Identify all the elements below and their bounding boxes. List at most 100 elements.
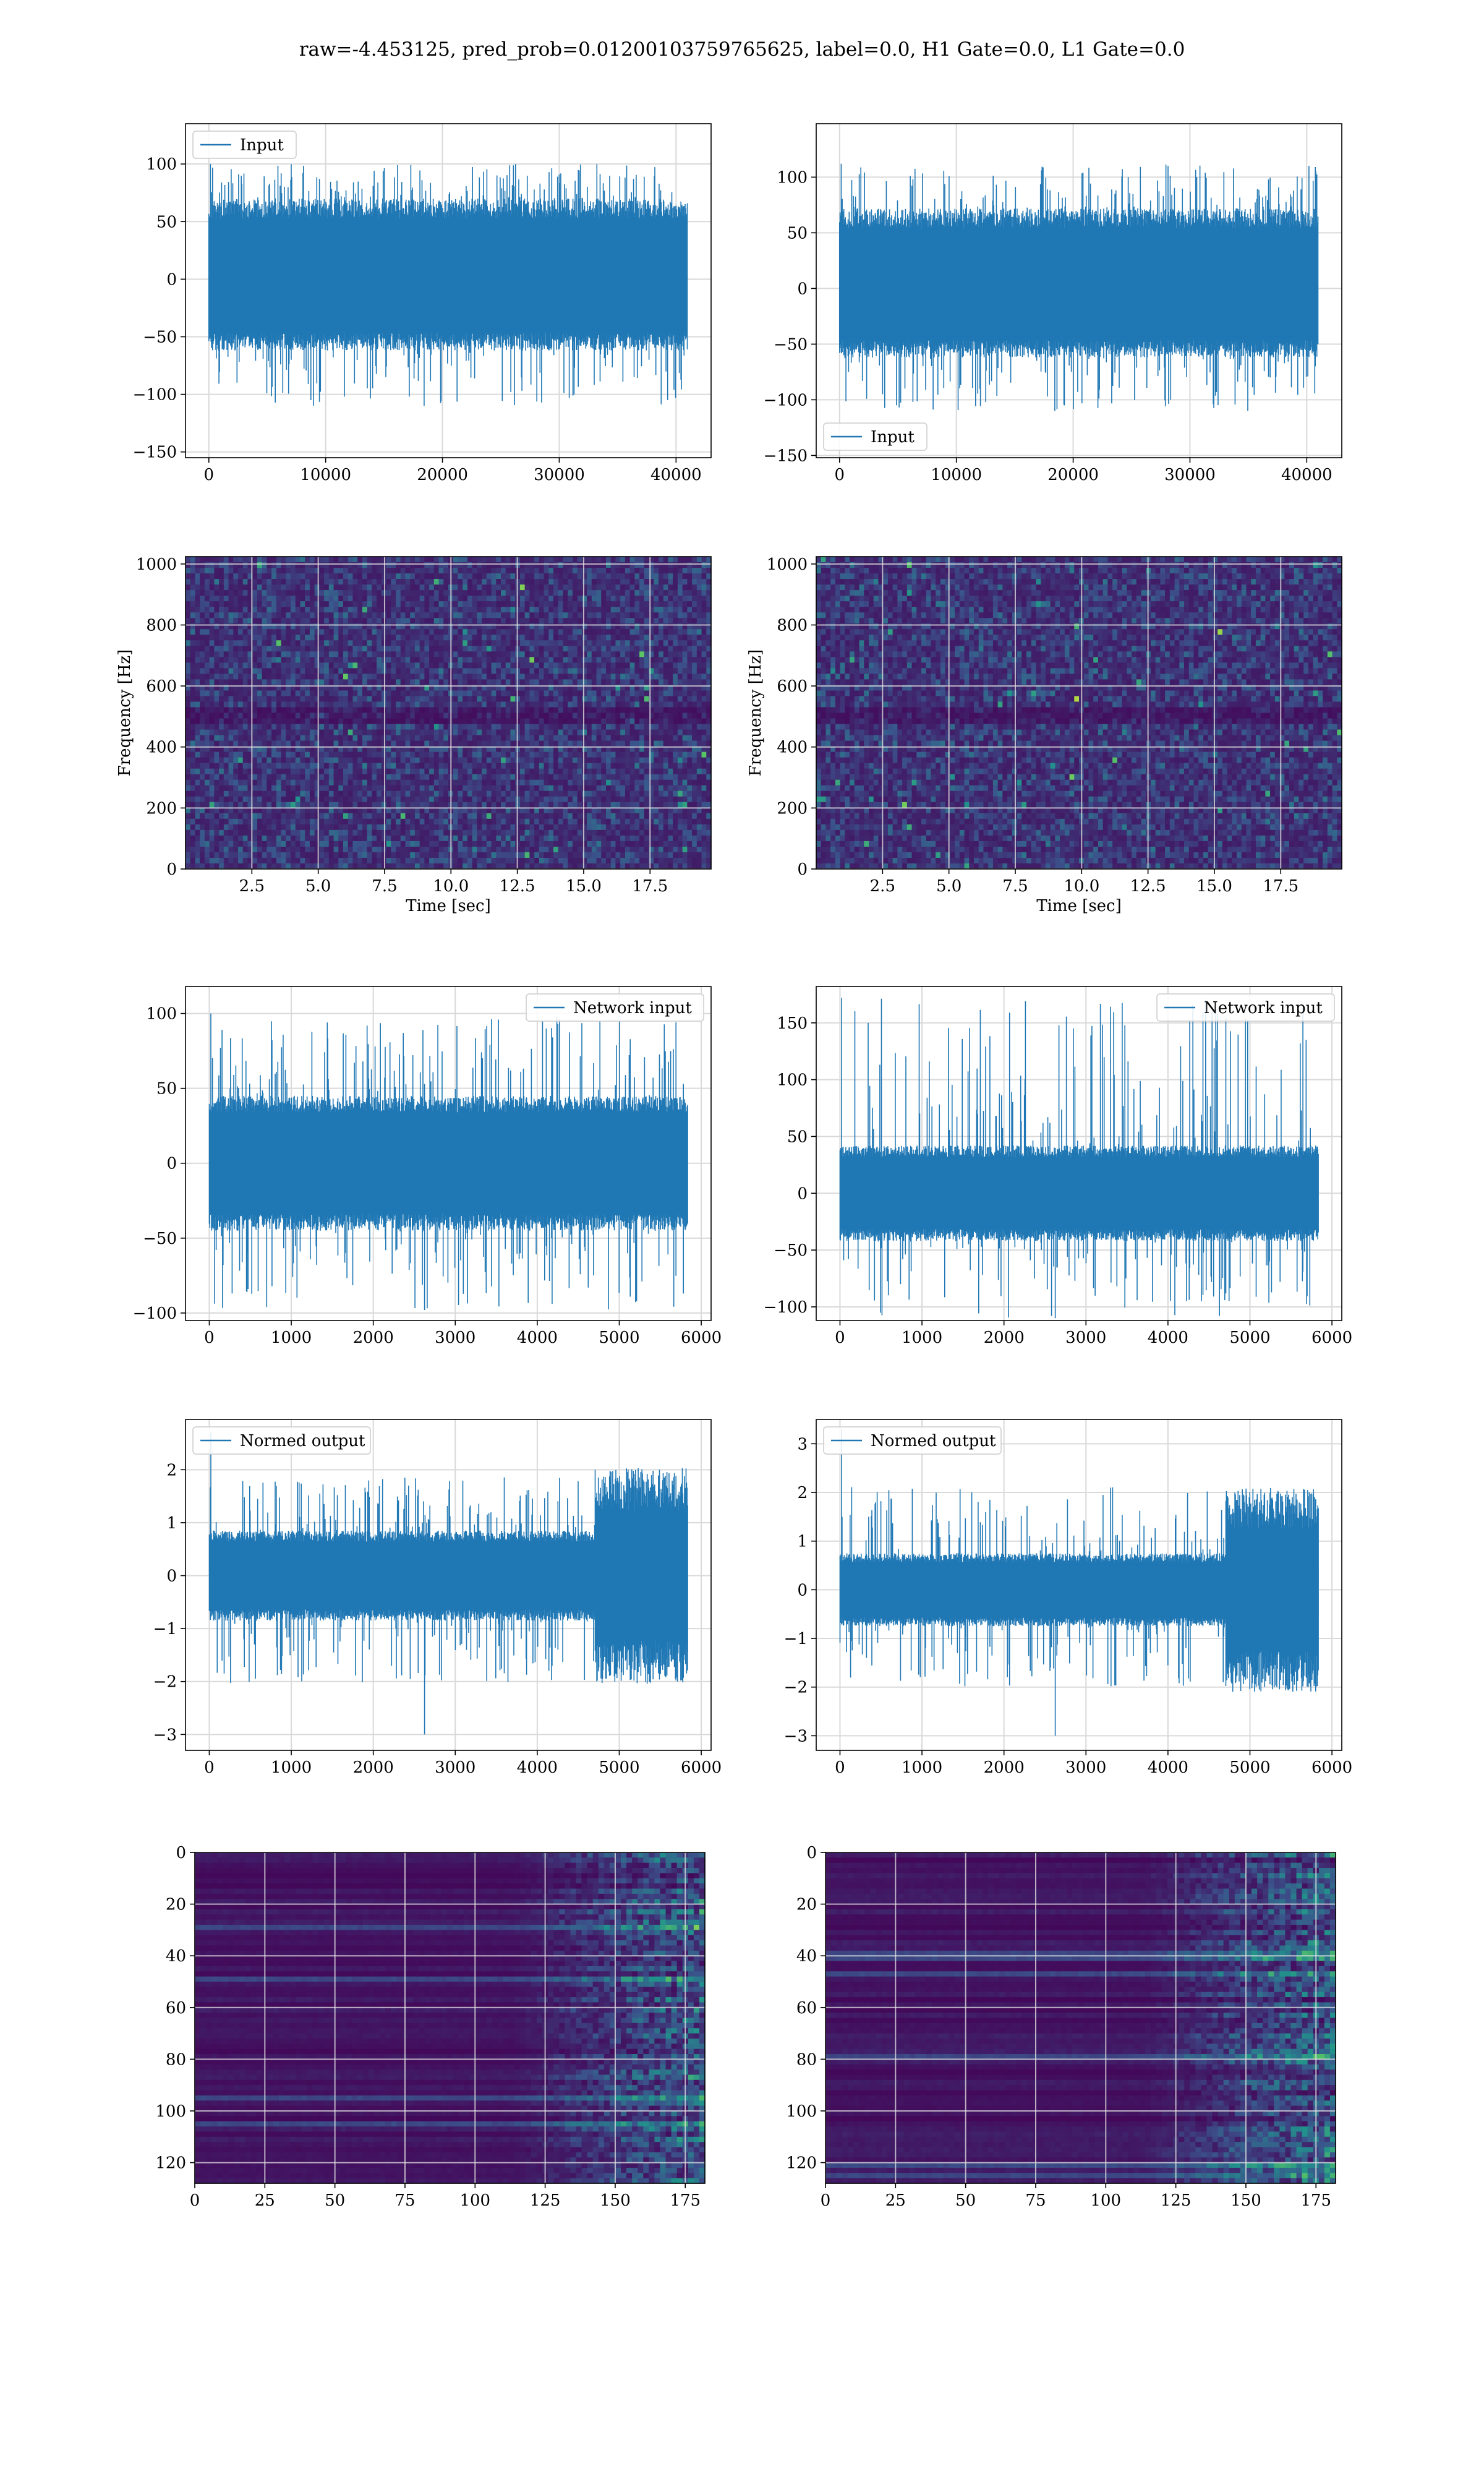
- axes-frame: [185, 1419, 712, 1751]
- series-core: [209, 1116, 688, 1211]
- y-tick-label: −3: [153, 1726, 177, 1744]
- x-tick-label: 3000: [1065, 1758, 1106, 1777]
- feature-map-h1-chart: 0 25 50 75 100 125 150 175 0 20 40 60 80 100 120: [155, 1844, 706, 2210]
- x-tick-label: 0: [204, 1758, 215, 1777]
- y-axis-label: Frequency [Hz]: [116, 649, 134, 777]
- x-tick-label: 6000: [681, 1329, 722, 1347]
- y-tick-label: 0: [797, 280, 808, 298]
- feature-map-l1-chart: 0 25 50 75 100 125 150 175 0 20 40 60 80 100 120: [786, 1844, 1336, 2210]
- x-tick-label: 12.5: [1130, 877, 1166, 896]
- x-tick-label: 10000: [931, 466, 982, 484]
- y-tick-label: 100: [155, 2102, 186, 2121]
- y-tick-label: −3: [784, 1727, 808, 1745]
- legend-label: Normed output: [871, 1432, 996, 1450]
- x-tick-label: 100: [459, 2191, 490, 2210]
- y-tick-label: 1000: [136, 555, 177, 574]
- y-axis-label: Frequency [Hz]: [746, 649, 765, 777]
- x-tick-label: 2000: [984, 1758, 1025, 1777]
- x-tick-label: 6000: [681, 1758, 722, 1777]
- y-tick-label: −150: [764, 447, 808, 465]
- heatmap-cells: [195, 1852, 706, 2184]
- legend: Network input: [1156, 993, 1335, 1022]
- legend-label: Network input: [1204, 999, 1323, 1017]
- x-tick-label: 100: [1090, 2191, 1121, 2210]
- x-tick-label: 4000: [517, 1329, 558, 1347]
- legend: Input: [823, 422, 927, 451]
- x-tick-label: 0: [835, 1758, 845, 1777]
- y-tick-label: −2: [784, 1679, 808, 1697]
- legend-label: Input: [240, 136, 284, 155]
- axes-frame: [816, 1419, 1342, 1751]
- plot-area: Input 0 10000 20000 30000 40000 −150 −100 −50 0 50…: [133, 123, 712, 484]
- x-tick-label: 1000: [271, 1329, 312, 1347]
- x-tick-label: 0: [204, 1329, 215, 1347]
- x-tick-label: 5000: [599, 1758, 639, 1777]
- plot-area: 2.5 5.0 7.5 10.0 12.5 15.0 17.5 0 200 400 600 800 10…: [746, 555, 1342, 915]
- x-tick-label: 10.0: [1064, 877, 1099, 896]
- series-core: [209, 1544, 688, 1607]
- axes-frame: [816, 123, 1342, 458]
- y-tick-label: −50: [774, 335, 808, 354]
- legend: Normed output: [192, 1426, 371, 1455]
- legend: Normed output: [823, 1426, 1002, 1455]
- x-tick-label: 5.0: [936, 877, 962, 896]
- legend-box: [823, 422, 927, 451]
- y-tick-label: 200: [146, 799, 177, 818]
- y-tick-label: 60: [796, 1999, 817, 2018]
- spectrogram-l1-chart: 2.5 5.0 7.5 10.0 12.5 15.0 17.5 0 200 400 600 800 10…: [746, 555, 1342, 915]
- legend-box: [192, 131, 297, 159]
- y-tick-label: 0: [166, 860, 177, 879]
- y-tick-label: −100: [133, 1304, 177, 1323]
- legend-box: [526, 993, 704, 1022]
- x-tick-label: 2000: [353, 1758, 394, 1777]
- y-tick-label: 120: [155, 2154, 186, 2173]
- y-tick-label: 1: [797, 1533, 808, 1551]
- y-tick-label: 20: [166, 1896, 186, 1914]
- x-tick-label: 25: [885, 2191, 906, 2210]
- y-tick-label: 0: [166, 1567, 177, 1586]
- y-tick-label: 0: [806, 1844, 817, 1862]
- x-tick-label: 12.5: [500, 877, 535, 896]
- x-tick-label: 10.0: [433, 877, 469, 896]
- x-tick-label: 75: [1025, 2191, 1046, 2210]
- y-tick-label: 100: [146, 155, 177, 174]
- x-tick-label: 2.5: [239, 877, 265, 896]
- x-tick-label: 5.0: [305, 877, 331, 896]
- heatmap-cells: [816, 557, 1342, 870]
- x-tick-label: 0: [835, 1329, 845, 1347]
- y-tick-label: 600: [777, 677, 808, 696]
- normed-output-h1-chart: Normed output 0 1000 2000 3000 4000 5000 6000 −3…: [153, 1419, 722, 1777]
- legend-box: [823, 1426, 1002, 1455]
- x-tick-label: 0: [204, 466, 215, 484]
- y-tick-label: 800: [146, 616, 177, 635]
- x-tick-label: 4000: [517, 1758, 558, 1777]
- y-tick-label: 0: [797, 860, 808, 879]
- x-tick-label: 17.5: [632, 877, 668, 896]
- y-tick-label: 0: [166, 270, 177, 289]
- y-tick-label: 120: [786, 2154, 817, 2173]
- y-tick-label: 150: [777, 1014, 808, 1033]
- x-tick-label: 125: [1161, 2191, 1192, 2210]
- x-tick-label: 7.5: [372, 877, 397, 896]
- y-tick-label: 100: [146, 1005, 177, 1024]
- x-tick-label: 20000: [1047, 466, 1099, 484]
- x-tick-label: 50: [325, 2191, 345, 2210]
- x-tick-label: 5000: [1229, 1329, 1270, 1347]
- y-tick-label: 80: [796, 2050, 817, 2069]
- y-tick-label: 3: [797, 1435, 808, 1453]
- y-tick-label: 40: [166, 1947, 186, 1966]
- series-core: [840, 1160, 1319, 1227]
- y-tick-label: 0: [166, 1155, 177, 1173]
- y-tick-label: 600: [146, 677, 177, 696]
- plot-area: 0 25 50 75 100 125 150 175 0 20 40 60 80 100 120: [786, 1844, 1336, 2210]
- x-tick-label: 5000: [599, 1329, 639, 1347]
- legend-box: [1156, 993, 1335, 1022]
- y-tick-label: −150: [133, 443, 177, 462]
- plot-area: Normed output 0 1000 2000 3000 4000 5000 6000 −3…: [153, 1419, 722, 1777]
- x-tick-label: 125: [530, 2191, 561, 2210]
- x-tick-label: 3000: [435, 1329, 475, 1347]
